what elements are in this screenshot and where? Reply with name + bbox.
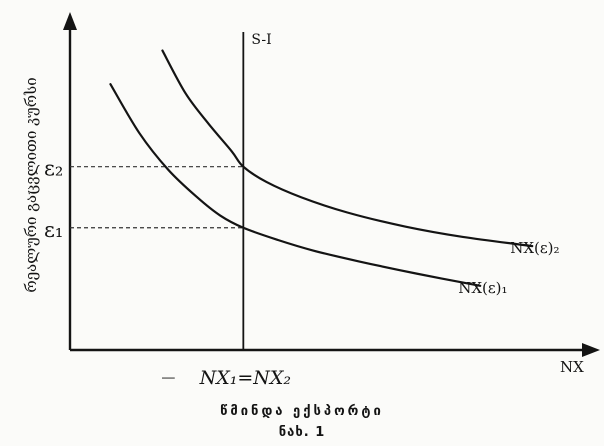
guide-lines <box>70 166 244 229</box>
y-tick-label-1: ε₂ <box>44 157 63 181</box>
series-label-1: NX(ε)₁ <box>458 279 507 297</box>
caption-figure-number: ნახ. 1 <box>278 425 326 440</box>
series-curves <box>109 49 534 287</box>
caption-title: წმინდა ექსპორტი <box>220 404 384 419</box>
x-tick-dash: — <box>161 370 175 386</box>
y-axis-arrow <box>63 12 77 30</box>
x-tick-label: NX₁=NX₂ <box>199 367 291 389</box>
y-tick-label-2: ε₁ <box>44 218 63 242</box>
y-tick-labels: ε₂ ε₁ <box>44 157 63 242</box>
x-axis-label: NX <box>560 358 584 376</box>
y-axis-label: რეალური გაცვლითი კურსი <box>22 77 40 292</box>
series-line-2 <box>161 49 534 248</box>
series-label-2: NX(ε)₂ <box>510 239 559 257</box>
series-labels: NX(ε)₁ NX(ε)₂ <box>458 239 559 297</box>
series-line-1 <box>109 83 482 287</box>
x-axis-arrow <box>582 343 600 357</box>
savings-investment-label: S-I <box>251 32 271 48</box>
